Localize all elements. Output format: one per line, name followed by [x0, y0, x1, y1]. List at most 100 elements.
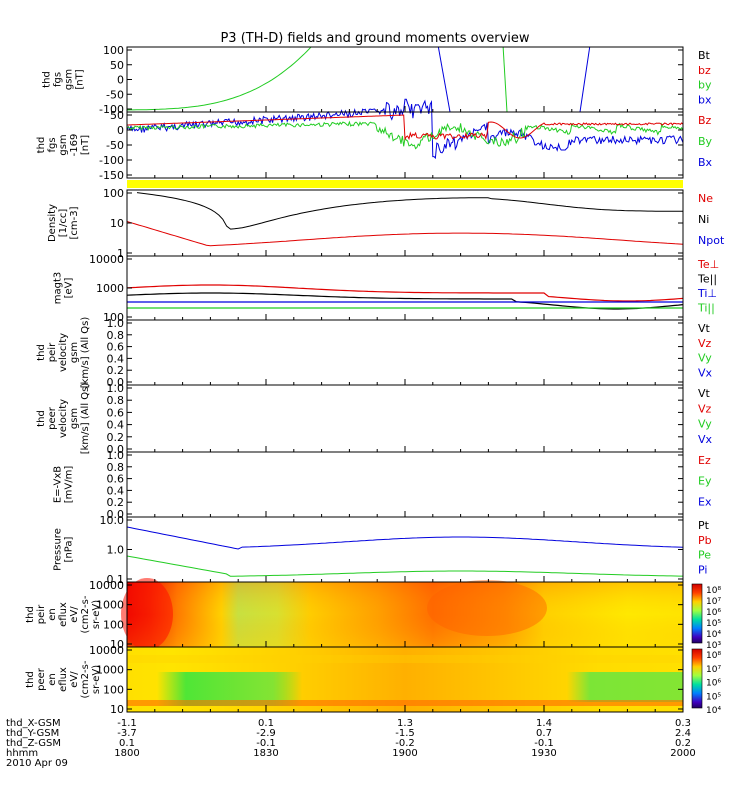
legend-Bz: Bz	[698, 114, 712, 127]
ytick-label: 0.0	[107, 443, 125, 456]
ytick-label: -100	[99, 154, 124, 167]
ytick-label: 100	[103, 44, 124, 57]
ylabel: thd	[36, 137, 47, 154]
ytick-label: 0.8	[107, 461, 125, 474]
ytick-label: 0.8	[107, 394, 125, 407]
ytick-label: 1000	[96, 664, 124, 677]
ytick-label: 10000	[89, 253, 124, 266]
spectrogram-ion-hot-region	[121, 578, 173, 650]
gsm-bx-trace	[126, 98, 684, 160]
ylabel: velocity	[58, 399, 69, 438]
legend-By: By	[698, 135, 713, 148]
footer-value: 1930	[531, 748, 556, 759]
ylabel: eV/	[69, 671, 80, 688]
ylabel: magt3	[53, 272, 64, 305]
ytick-label: 10	[110, 217, 124, 230]
legend-Ti⊥: Ti⊥	[697, 287, 717, 300]
legend-Vx: Vx	[698, 433, 713, 446]
legend-Ez: Ez	[698, 454, 711, 467]
footer-value: -0.1	[256, 738, 276, 749]
ytick-label: 10000	[89, 579, 124, 592]
footer-value: 0.1	[119, 738, 135, 749]
colorbar-label: 10⁶	[706, 608, 721, 618]
temp-te-perp-trace	[126, 284, 684, 302]
legend-Vz: Vz	[698, 337, 712, 350]
ytick-label: 100	[103, 311, 124, 324]
spectrogram-ion-shading	[127, 582, 683, 647]
spectrogram-electron-high-band	[127, 655, 683, 663]
legend-Vt: Vt	[698, 322, 711, 335]
ylabel: peir	[47, 342, 58, 362]
ytick-label: 100	[103, 683, 124, 696]
legend-Te||: Te||	[697, 273, 717, 286]
colorbar-label: 10³	[706, 641, 721, 651]
panel-frame-7	[126, 451, 684, 518]
legend-Npot: Npot	[698, 234, 725, 247]
ytick-label: 0	[117, 124, 124, 137]
colorbar-label: 10⁸	[706, 586, 721, 596]
legend-Pb: Pb	[698, 534, 712, 547]
colorbar-label: 10⁴	[706, 706, 721, 716]
ytick-label: 100	[103, 187, 124, 200]
ylabel: thd	[42, 71, 53, 88]
legend-Te⊥: Te⊥	[697, 258, 719, 271]
ylabel: Pressure	[53, 528, 64, 571]
footer-label-4: 2010 Apr 09	[6, 758, 68, 769]
ytick-label: 50	[110, 109, 124, 122]
ytick-label: -150	[99, 169, 124, 182]
legend-Vy: Vy	[698, 418, 712, 431]
colorbar-1	[691, 583, 703, 644]
fgs-bx-trace-2	[579, 47, 591, 112]
ytick-label: -100	[99, 103, 124, 116]
ylabel: peer	[36, 667, 47, 691]
ylabel: peir	[36, 604, 47, 624]
colorbar-label: 10⁷	[706, 665, 721, 675]
footer-label-0: thd_X-GSM	[6, 718, 61, 729]
quality-flag-bar	[127, 180, 683, 188]
footer-value: 0.3	[675, 718, 691, 729]
colorbar-label: 10⁸	[706, 651, 721, 661]
ylabel: [nPa]	[64, 536, 75, 562]
ytick-label: 0.2	[107, 496, 125, 509]
footer-label-1: thd_Y-GSM	[6, 728, 59, 739]
ytick-label: 10	[110, 638, 124, 651]
ytick-label: 0.2	[107, 431, 125, 444]
footer-value: -2.9	[256, 728, 276, 739]
ylabel: eV/	[69, 606, 80, 623]
footer-value: 1900	[392, 748, 417, 759]
ylabel: en	[47, 673, 58, 686]
ylabel: en	[47, 608, 58, 621]
colorbar-2	[691, 648, 703, 709]
ylabel: fgs	[47, 137, 58, 152]
footer-value: -0.2	[395, 738, 415, 749]
ylabel: thd	[36, 344, 47, 361]
ytick-label: 0.0	[107, 508, 125, 521]
fgs-by-trace-2	[502, 47, 508, 112]
temp-te-par-trace	[126, 292, 684, 310]
footer-value: 2000	[670, 748, 695, 759]
footer-value: -1.1	[117, 718, 137, 729]
legend-bz: bz	[698, 64, 711, 77]
spectrogram-ion-warm-region	[427, 580, 547, 636]
pressure-pi-trace	[126, 526, 684, 550]
ylabel: fgs	[53, 72, 64, 87]
ylabel: thd	[36, 410, 47, 427]
ytick-label: 1000	[96, 599, 124, 612]
legend-Vx: Vx	[698, 366, 713, 379]
ylabel: (cm2-s-	[80, 595, 91, 633]
panel-frame-8	[126, 516, 684, 583]
footer-value: 1.4	[536, 718, 552, 729]
legend-Ne: Ne	[698, 192, 713, 205]
ytick-label: 10000	[89, 644, 124, 657]
footer-value: -1.5	[395, 728, 415, 739]
density-ne-trace	[126, 221, 684, 247]
ytick-label: 0.4	[107, 352, 125, 365]
ylabel: -169	[69, 134, 80, 157]
ytick-label: 0.4	[107, 484, 125, 497]
footer-value: -3.7	[117, 728, 137, 739]
ytick-label: 0.4	[107, 419, 125, 432]
ytick-label: 100	[103, 618, 124, 631]
ytick-label: 1.0	[107, 449, 125, 462]
